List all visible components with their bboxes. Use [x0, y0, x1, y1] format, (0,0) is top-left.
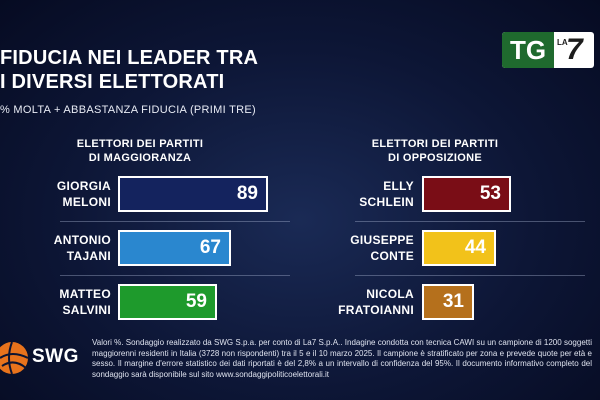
- bar-track-tajani: 67: [118, 230, 286, 266]
- row-divider: [60, 275, 290, 276]
- leader-first-name: GIORGIA: [56, 179, 111, 193]
- group-header-line1: ELETTORI DEI PARTITI: [76, 138, 204, 150]
- leader-first-name: ELLY: [383, 179, 414, 193]
- la7-logo-la: LA: [557, 38, 568, 47]
- leader-name-tajani: ANTONIO TAJANI: [1, 232, 111, 264]
- group-header-opposizione: ELETTORI DEI PARTITI DI OPPOSIZIONE: [355, 137, 515, 165]
- bar-value-conte: 44: [464, 237, 486, 258]
- leader-name-fratoianni: NICOLA FRATOIANNI: [304, 286, 414, 318]
- chart-title-line1: FIDUCIA NEI LEADER TRA: [0, 47, 259, 69]
- la7-logo-seven: 7: [566, 33, 583, 66]
- bar-value-salvini: 59: [185, 291, 207, 312]
- bar-track-conte: 44: [422, 230, 590, 266]
- swg-logo-icon: [0, 341, 29, 375]
- bar-salvini: [118, 284, 217, 320]
- group-header-maggioranza: ELETTORI DEI PARTITI DI MAGGIORANZA: [60, 137, 220, 165]
- bar-meloni: [118, 176, 268, 212]
- leader-name-schlein: ELLY SCHLEIN: [304, 178, 414, 210]
- bar-value-fratoianni: 31: [442, 291, 464, 312]
- leader-name-conte: GIUSEPPE CONTE: [304, 232, 414, 264]
- chart-subtitle: % MOLTA + ABBASTANZA FIDUCIA (PRIMI TRE): [0, 104, 256, 116]
- leader-last-name: MELONI: [62, 195, 111, 209]
- swg-brand: SWG: [32, 346, 79, 367]
- leader-last-name: SALVINI: [62, 303, 111, 317]
- row-divider: [60, 221, 290, 222]
- group-header-line1: ELETTORI DEI PARTITI: [371, 138, 499, 150]
- bar-fratoianni: [422, 284, 474, 320]
- bar-track-meloni: 89: [118, 176, 286, 212]
- bar-track-fratoianni: 31: [422, 284, 590, 320]
- leader-first-name: MATTEO: [59, 287, 111, 301]
- bar-schlein: [422, 176, 511, 212]
- leader-last-name: CONTE: [370, 249, 414, 263]
- group-header-line2: DI OPPOSIZIONE: [387, 152, 483, 164]
- bar-track-schlein: 53: [422, 176, 590, 212]
- leader-last-name: SCHLEIN: [359, 195, 414, 209]
- bar-conte: [422, 230, 496, 266]
- leader-first-name: NICOLA: [366, 287, 414, 301]
- tg-logo-text: TG: [502, 32, 554, 68]
- chart-title: FIDUCIA NEI LEADER TRA I DIVERSI ELETTOR…: [0, 46, 258, 94]
- leader-first-name: GIUSEPPE: [350, 233, 414, 247]
- group-header-line2: DI MAGGIORANZA: [88, 152, 192, 164]
- leader-name-salvini: MATTEO SALVINI: [1, 286, 111, 318]
- bar-tajani: [118, 230, 231, 266]
- leader-first-name: ANTONIO: [53, 233, 111, 247]
- row-divider: [355, 221, 585, 222]
- chart-title-line2: I DIVERSI ELETTORATI: [0, 71, 225, 93]
- leader-name-meloni: GIORGIA MELONI: [1, 178, 111, 210]
- bar-value-schlein: 53: [479, 183, 501, 204]
- la7-logo-text: LA 7: [554, 32, 594, 68]
- bar-value-tajani: 67: [199, 237, 221, 258]
- bar-value-meloni: 89: [236, 183, 258, 204]
- methodology-note: Valori %. Sondaggio realizzato da SWG S.…: [92, 338, 592, 379]
- tg-la7-logo: TG LA 7: [502, 32, 594, 68]
- bar-track-salvini: 59: [118, 284, 286, 320]
- leader-last-name: FRATOIANNI: [338, 303, 414, 317]
- row-divider: [355, 275, 585, 276]
- leader-last-name: TAJANI: [66, 249, 111, 263]
